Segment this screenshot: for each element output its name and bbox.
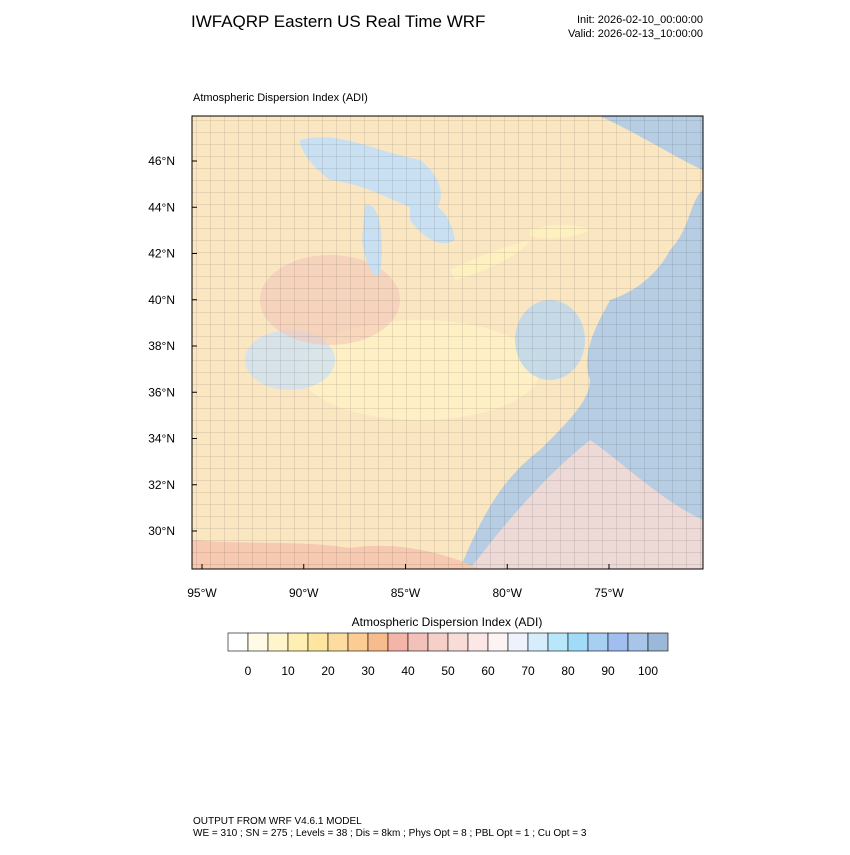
- lat-label: 46°N: [148, 154, 175, 168]
- colorbar-box: [487, 632, 509, 652]
- colorbar-tick-label: 80: [561, 664, 575, 678]
- colorbar-tick-label: 30: [361, 664, 375, 678]
- colorbar-box: [507, 632, 529, 652]
- colorbar-box: [327, 632, 349, 652]
- colorbar-box: [267, 632, 289, 652]
- lat-label: 40°N: [148, 293, 175, 307]
- valid-time: Valid: 2026-02-13_10:00:00: [568, 28, 703, 40]
- colorbar-box: [447, 632, 469, 652]
- county-lines: [192, 116, 703, 569]
- colorbar-box: [287, 632, 309, 652]
- colorbar-box: [547, 632, 569, 652]
- lat-label: 38°N: [148, 339, 175, 353]
- lon-label: 95°W: [187, 586, 217, 600]
- lat-label: 42°N: [148, 247, 175, 261]
- init-time: Init: 2026-02-10_00:00:00: [577, 14, 703, 26]
- colorbar-box: [467, 632, 489, 652]
- colorbar-box: [247, 632, 269, 652]
- colorbar-tick-label: 50: [441, 664, 455, 678]
- colorbar-box: [607, 632, 629, 652]
- colorbar-tick-label: 40: [401, 664, 415, 678]
- colorbar-box: [227, 632, 249, 652]
- lon-label: 80°W: [493, 586, 523, 600]
- lat-label: 36°N: [148, 385, 175, 399]
- colorbar-tick-label: 20: [321, 664, 335, 678]
- colorbar-box: [347, 632, 369, 652]
- colorbar-tick-label: 0: [245, 664, 252, 678]
- colorbar-tick-label: 70: [521, 664, 535, 678]
- colorbar-tick-label: 90: [601, 664, 615, 678]
- lat-label: 44°N: [148, 200, 175, 214]
- footer-line: WE = 310 ; SN = 275 ; Levels = 38 ; Dis …: [193, 828, 587, 839]
- colorbar-box: [307, 632, 329, 652]
- colorbar-box: [627, 632, 649, 652]
- map-subtitle: Atmospheric Dispersion Index (ADI): [193, 92, 368, 104]
- map-frame: [191, 115, 704, 570]
- colorbar-tick-label: 10: [281, 664, 295, 678]
- colorbar-title: Atmospheric Dispersion Index (ADI): [352, 615, 543, 629]
- colorbar-box: [527, 632, 549, 652]
- colorbar-box: [587, 632, 609, 652]
- footer-line: OUTPUT FROM WRF V4.6.1 MODEL: [193, 816, 362, 827]
- lat-label: 34°N: [148, 432, 175, 446]
- title: IWFAQRP Eastern US Real Time WRF: [191, 12, 485, 31]
- colorbar-tick-label: 60: [481, 664, 495, 678]
- lat-label: 30°N: [148, 524, 175, 538]
- map: [192, 116, 703, 569]
- lat-label: 32°N: [148, 478, 175, 492]
- colorbar-box: [567, 632, 589, 652]
- colorbar-tick-label: 100: [638, 664, 658, 678]
- colorbar-box: [407, 632, 429, 652]
- lon-label: 90°W: [289, 586, 319, 600]
- colorbar-box: [367, 632, 389, 652]
- colorbar-box: [427, 632, 449, 652]
- lon-label: 75°W: [594, 586, 624, 600]
- lon-label: 85°W: [391, 586, 421, 600]
- colorbar-box: [387, 632, 409, 652]
- colorbar-box: [647, 632, 669, 652]
